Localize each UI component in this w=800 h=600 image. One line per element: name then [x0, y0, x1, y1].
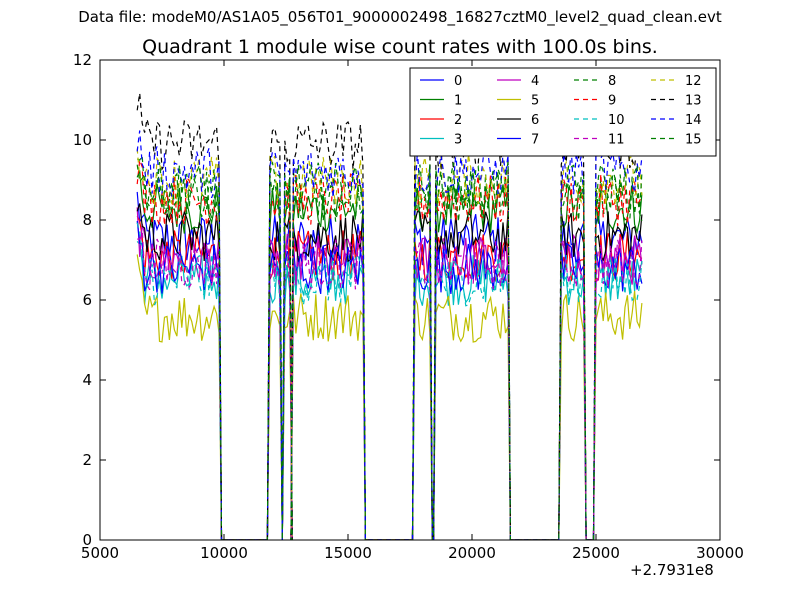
- series-line-8: [136, 153, 643, 540]
- legend-label-13: 13: [685, 94, 702, 109]
- legend-label-15: 15: [685, 133, 702, 148]
- y-tick-label: 6: [82, 291, 92, 309]
- x-tick-label: 30000: [696, 544, 744, 562]
- series-line-1: [136, 170, 643, 540]
- legend-label-11: 11: [608, 133, 625, 148]
- y-tick-label: 8: [82, 211, 92, 229]
- legend-label-2: 2: [454, 113, 462, 128]
- legend-label-10: 10: [608, 113, 625, 128]
- legend-label-7: 7: [531, 133, 539, 148]
- legend-label-6: 6: [531, 113, 539, 128]
- legend-label-9: 9: [608, 94, 616, 109]
- y-tick-label: 0: [82, 531, 92, 549]
- chart-title: Quadrant 1 module wise count rates with …: [142, 36, 658, 58]
- series-line-5: [136, 254, 643, 540]
- y-tick-label: 2: [82, 451, 92, 469]
- x-tick-label: 25000: [572, 544, 620, 562]
- series-line-9: [136, 159, 643, 540]
- legend-label-3: 3: [454, 133, 462, 148]
- legend-label-14: 14: [685, 113, 702, 128]
- series-line-15: [136, 161, 643, 540]
- suptitle: Data file: modeM0/AS1A05_056T01_90000024…: [78, 8, 722, 26]
- y-tick-label: 12: [73, 51, 92, 69]
- x-tick-label: 5000: [81, 544, 119, 562]
- legend-label-0: 0: [454, 74, 462, 89]
- x-tick-label: 10000: [200, 544, 248, 562]
- legend-label-5: 5: [531, 94, 539, 109]
- x-offset-label: +2.7931e8: [630, 561, 714, 579]
- legend-label-12: 12: [685, 74, 702, 89]
- series-line-14: [136, 130, 643, 540]
- legend-label-4: 4: [531, 74, 539, 89]
- series-layer: [136, 93, 643, 540]
- series-line-12: [136, 148, 643, 540]
- legend-label-8: 8: [608, 74, 616, 89]
- x-tick-label: 15000: [324, 544, 372, 562]
- series-line-13: [136, 93, 643, 540]
- series-line-10: [136, 222, 643, 540]
- x-tick-label: 20000: [448, 544, 496, 562]
- legend-box: [409, 67, 717, 157]
- legend-label-1: 1: [454, 94, 462, 109]
- series-line-3: [136, 241, 643, 540]
- y-tick-label: 10: [73, 131, 92, 149]
- y-tick-label: 4: [82, 371, 92, 389]
